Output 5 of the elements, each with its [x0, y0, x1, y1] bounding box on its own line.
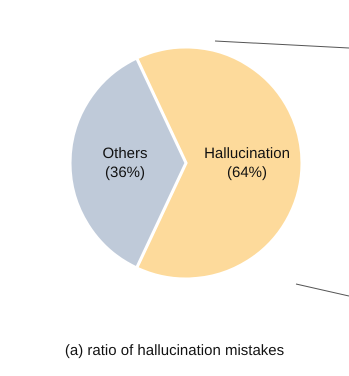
data-label: (36%) [104, 164, 146, 181]
slice-label: Others [102, 145, 148, 162]
slice-label: Hallucination [204, 145, 290, 162]
data-label: (64%) [226, 164, 268, 181]
text: (a) ratio of hallucination mistakes [64, 342, 284, 359]
